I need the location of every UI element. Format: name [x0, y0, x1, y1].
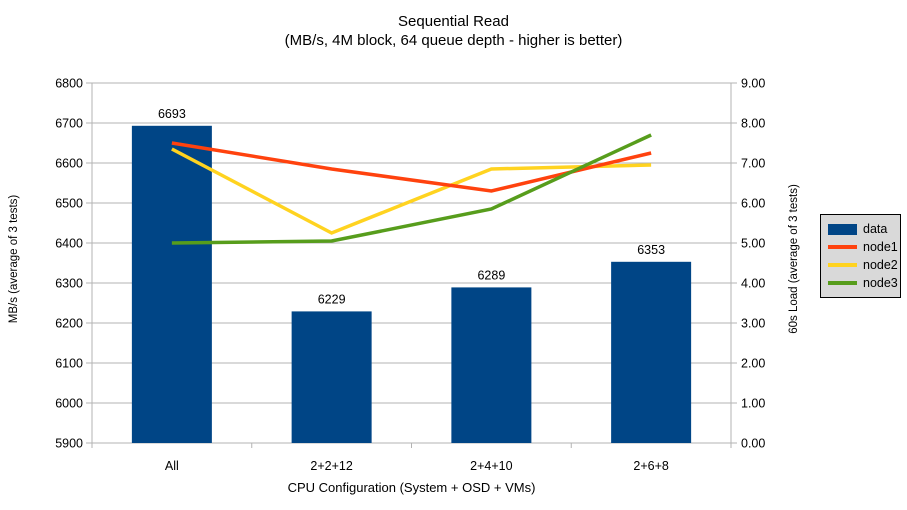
legend-label: node3: [863, 276, 898, 290]
right-tick-label: 6.00: [741, 197, 765, 211]
left-tick-label: 6700: [55, 117, 83, 131]
category-label: 2+4+10: [470, 459, 512, 473]
x-axis-title: CPU Configuration (System + OSD + VMs): [287, 480, 536, 495]
series-line-node2: [171, 147, 652, 235]
category-label: 2+2+12: [310, 459, 352, 473]
left-tick-label: 6100: [55, 357, 83, 371]
legend-item-data: data: [828, 222, 896, 236]
left-tick-label: 6600: [55, 157, 83, 171]
left-tick-label: 6300: [55, 277, 83, 291]
legend-swatch-node2: [828, 263, 857, 267]
bar-All: [131, 125, 212, 444]
legend-label: node1: [863, 240, 898, 254]
right-tick-label: 5.00: [741, 237, 765, 251]
legend-swatch-node3: [828, 281, 857, 285]
right-tick-label: 4.00: [741, 277, 765, 291]
legend-swatch-data: [828, 223, 857, 235]
legend-label: data: [863, 222, 888, 236]
category-label: All: [165, 459, 179, 473]
right-tick-label: 9.00: [741, 77, 765, 91]
left-axis-title: MB/s (average of 3 tests): [8, 194, 20, 324]
bar-value-label: 6693: [158, 107, 186, 121]
series-line-node3: [171, 133, 652, 245]
left-tick-label: 6800: [55, 77, 83, 91]
right-tick-label: 8.00: [741, 117, 765, 131]
bar-2+2+12: [291, 311, 372, 443]
left-tick-label: 6400: [55, 237, 83, 251]
legend-item-node3: node3: [828, 276, 898, 290]
chart-title: Sequential Read: [398, 13, 509, 30]
legend: data node1 node2 node3: [820, 214, 901, 298]
bar-2+4+10: [451, 287, 532, 443]
legend-item-node1: node1: [828, 240, 898, 254]
right-tick-label: 2.00: [741, 357, 765, 371]
legend-label: node2: [863, 258, 898, 272]
bar-value-label: 6229: [318, 292, 346, 306]
bar-value-label: 6353: [637, 243, 665, 257]
left-tick-label: 6200: [55, 317, 83, 331]
right-axis-title: 60s Load (average of 3 tests): [788, 184, 800, 334]
right-tick-label: 3.00: [741, 317, 765, 331]
right-tick-label: 0.00: [741, 437, 765, 451]
left-tick-label: 5900: [55, 437, 83, 451]
bar-2+6+8: [611, 261, 692, 443]
chart-subtitle: (MB/s, 4M block, 64 queue depth - higher…: [284, 32, 623, 49]
right-tick-label: 7.00: [741, 157, 765, 171]
right-tick-label: 1.00: [741, 397, 765, 411]
legend-swatch-node1: [828, 245, 857, 249]
left-tick-label: 6500: [55, 197, 83, 211]
bar-value-label: 6289: [477, 268, 505, 282]
legend-item-node2: node2: [828, 258, 898, 272]
category-label: 2+6+8: [633, 459, 669, 473]
left-tick-label: 6000: [55, 397, 83, 411]
